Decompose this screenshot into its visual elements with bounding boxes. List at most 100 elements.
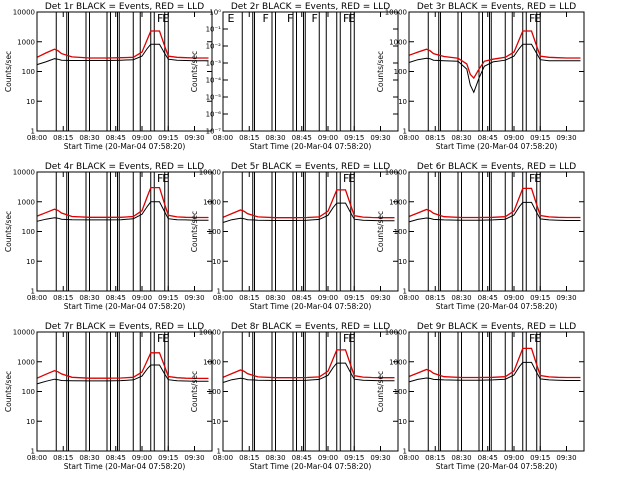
- x-tick-label: 08:45: [292, 134, 312, 142]
- series-line: [36, 201, 209, 222]
- series-line: [408, 30, 581, 80]
- x-tick-label: 08:30: [265, 134, 285, 142]
- y-tick-label: 10000: [385, 329, 407, 337]
- x-axis-label: Start Time (20-Mar-04 07:58:20): [436, 462, 558, 471]
- event-flag: E: [228, 12, 235, 25]
- x-tick-label: 09:15: [344, 134, 364, 142]
- x-tick-label: 09:30: [556, 294, 576, 302]
- y-tick-label: 1: [403, 128, 407, 136]
- y-axis-label: Counts/sec: [4, 371, 13, 412]
- chart-title: Det 5r BLACK = Events, RED = LLD: [231, 162, 390, 172]
- x-axis-label: Start Time (20-Mar-04 07:58:20): [250, 142, 372, 151]
- chart-title: Det 9r BLACK = Events, RED = LLD: [417, 322, 576, 332]
- y-tick-label: 10000: [199, 169, 221, 177]
- x-tick-label: 09:30: [184, 134, 204, 142]
- event-flag: F: [343, 12, 349, 25]
- x-tick-label: 09:30: [370, 454, 390, 462]
- y-tick-label: 10000: [13, 9, 35, 17]
- x-tick-label: 09:15: [158, 294, 178, 302]
- y-axis-label: Counts/sec: [190, 211, 199, 252]
- y-tick-label: 1: [403, 288, 407, 296]
- event-flag: F: [287, 12, 293, 25]
- event-flag: F: [157, 12, 163, 25]
- event-flag: E: [348, 12, 355, 25]
- y-tick-label: 100: [394, 228, 407, 236]
- x-tick-label: 08:15: [425, 134, 445, 142]
- y-tick-label: 1: [31, 448, 35, 456]
- plot-frame: [36, 11, 213, 132]
- x-tick-label: 08:00: [399, 134, 419, 142]
- x-tick-label: 08:15: [239, 134, 259, 142]
- event-flag: F: [529, 332, 535, 345]
- chart-title: Det 7r BLACK = Events, RED = LLD: [45, 322, 204, 332]
- series-line: [408, 201, 581, 223]
- x-tick-label: 09:15: [530, 134, 550, 142]
- x-tick-label: 08:00: [27, 294, 47, 302]
- y-axis-label: Counts/sec: [190, 371, 199, 412]
- y-tick-label: 1000: [17, 198, 35, 206]
- x-tick-label: 08:15: [239, 294, 259, 302]
- x-tick-label: 09:30: [556, 134, 576, 142]
- y-tick-label: 10⁻⁶: [206, 111, 222, 119]
- event-flag: F: [157, 332, 163, 345]
- x-tick-label: 08:45: [292, 294, 312, 302]
- y-tick-label: 10: [212, 258, 221, 266]
- y-tick-label: 10000: [385, 169, 407, 177]
- y-tick-label: 10⁻¹: [206, 26, 222, 34]
- x-axis-label: Start Time (20-Mar-04 07:58:20): [250, 302, 372, 311]
- y-axis-label: Counts/sec: [376, 211, 385, 252]
- x-tick-label: 09:00: [504, 134, 524, 142]
- x-tick-label: 08:00: [213, 134, 233, 142]
- chart-title: Det 8r BLACK = Events, RED = LLD: [231, 322, 390, 332]
- event-flag: E: [534, 12, 541, 25]
- series-line: [222, 362, 395, 383]
- x-tick-label: 09:00: [504, 454, 524, 462]
- x-axis-label: Start Time (20-Mar-04 07:58:20): [436, 302, 558, 311]
- y-tick-label: 10: [26, 258, 35, 266]
- series-line: [408, 187, 581, 219]
- x-tick-label: 09:15: [530, 454, 550, 462]
- x-tick-label: 09:00: [504, 294, 524, 302]
- y-tick-label: 10: [398, 258, 407, 266]
- x-tick-label: 08:15: [425, 294, 445, 302]
- x-tick-label: 09:00: [132, 294, 152, 302]
- x-tick-label: 09:00: [318, 454, 338, 462]
- x-axis-label: Start Time (20-Mar-04 07:58:20): [64, 462, 186, 471]
- x-tick-label: 08:30: [451, 134, 471, 142]
- y-axis-label: Counts/sec: [376, 371, 385, 412]
- y-axis-label: Counts/sec: [190, 51, 199, 92]
- y-axis-label: Counts/sec: [376, 51, 385, 92]
- x-tick-label: 08:30: [79, 294, 99, 302]
- y-tick-label: 10⁻³: [206, 60, 222, 68]
- y-tick-label: 10: [212, 418, 221, 426]
- y-tick-label: 100: [208, 388, 221, 396]
- y-tick-label: 1: [31, 288, 35, 296]
- x-tick-label: 08:00: [27, 454, 47, 462]
- x-tick-label: 09:00: [132, 454, 152, 462]
- x-tick-label: 08:30: [265, 454, 285, 462]
- y-tick-label: 10: [398, 418, 407, 426]
- plot-frame: [408, 171, 585, 292]
- y-tick-label: 100: [394, 388, 407, 396]
- series-line: [408, 43, 581, 94]
- series-line: [222, 189, 395, 219]
- y-axis-label: Counts/sec: [4, 51, 13, 92]
- event-flag: E: [348, 172, 355, 185]
- x-tick-label: 08:45: [292, 454, 312, 462]
- series-line: [36, 30, 209, 59]
- x-tick-label: 08:15: [239, 454, 259, 462]
- y-tick-label: 1000: [17, 38, 35, 46]
- y-axis-label: Counts/sec: [4, 211, 13, 252]
- y-tick-label: 1000: [203, 198, 221, 206]
- x-tick-label: 09:00: [132, 134, 152, 142]
- x-tick-label: 09:30: [184, 294, 204, 302]
- series-line: [36, 352, 209, 380]
